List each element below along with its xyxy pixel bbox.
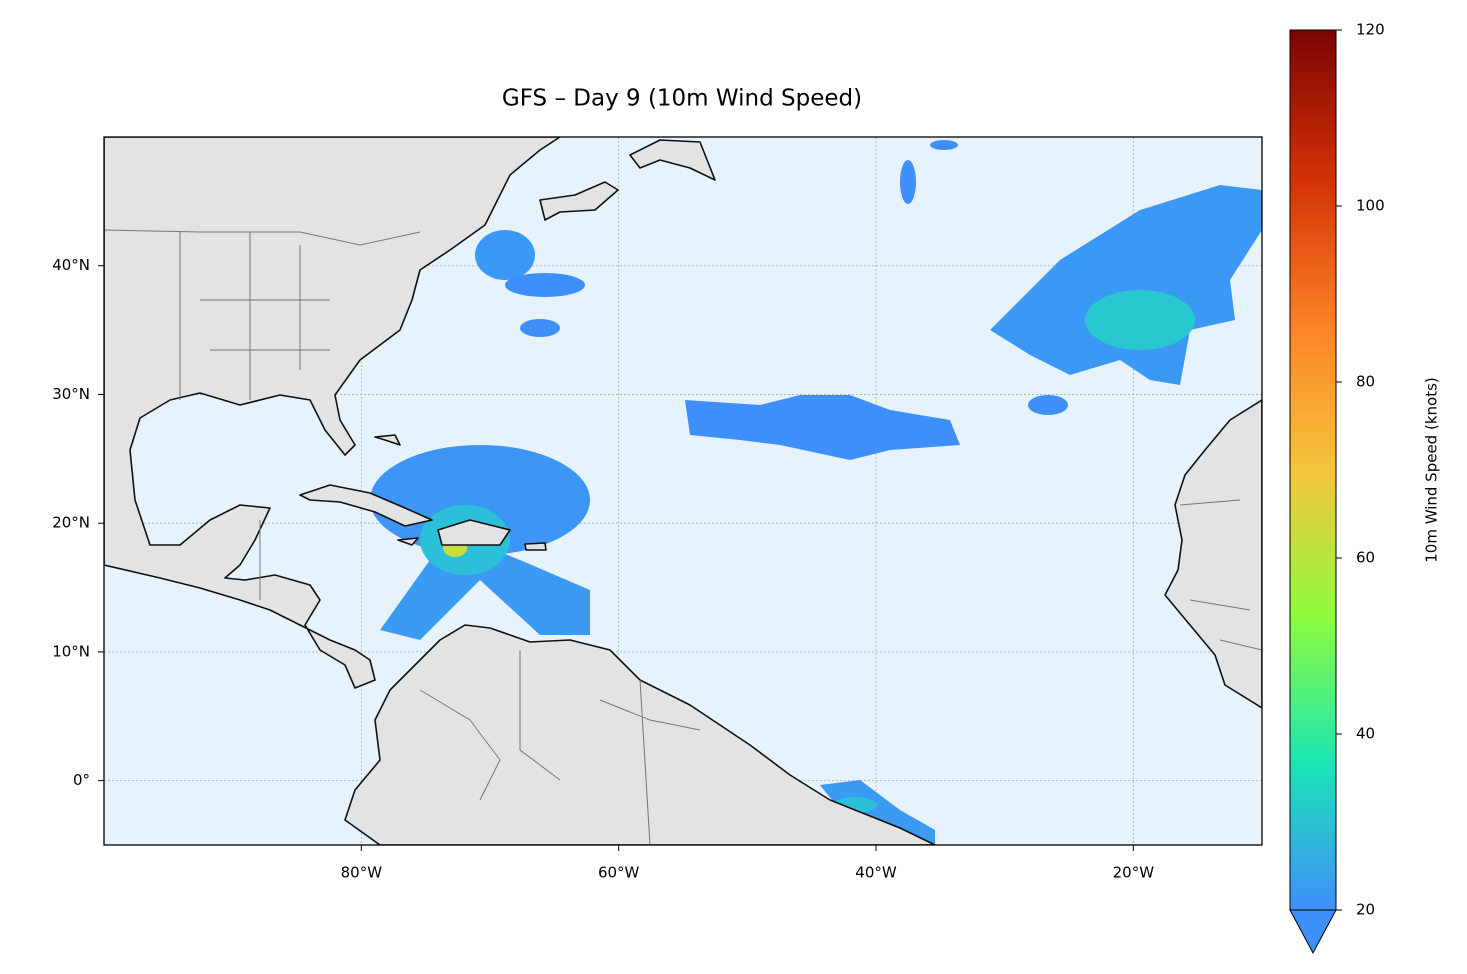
y-tick-label: 30°N xyxy=(52,385,90,403)
borders xyxy=(104,229,1262,845)
colorbar-frame xyxy=(1289,29,1337,911)
puerto-rico xyxy=(524,542,547,551)
land xyxy=(104,137,1262,845)
wind-area xyxy=(685,395,960,460)
y-tick-label: 40°N xyxy=(52,256,90,274)
wind-area xyxy=(520,319,560,337)
colorbar-tick-label: 120 xyxy=(1356,21,1385,39)
bahamas xyxy=(374,434,401,446)
chart-title: GFS – Day 9 (10m Wind Speed) xyxy=(502,86,862,112)
colorbar-tick-label: 20 xyxy=(1356,901,1375,919)
wind-area xyxy=(475,230,535,280)
hispaniola xyxy=(437,519,511,546)
x-tick-label: 40°W xyxy=(855,864,897,882)
wind-area xyxy=(990,185,1262,385)
wind-area xyxy=(820,780,935,845)
y-tick-label: 10°N xyxy=(52,642,90,660)
newfoundland xyxy=(629,139,716,181)
wind-area xyxy=(1028,395,1068,415)
colorbar-label: 10m Wind Speed (knots) xyxy=(1423,377,1441,563)
y-tick-label: 20°N xyxy=(52,514,90,532)
y-tick-label: 0° xyxy=(73,771,90,789)
colorbar-tick-label: 100 xyxy=(1356,197,1385,215)
jamaica xyxy=(397,537,419,546)
colorbar-tick-label: 40 xyxy=(1356,725,1375,743)
africa xyxy=(1164,399,1262,709)
colorbar-extend xyxy=(1289,909,1337,955)
colorbar-tick-label: 60 xyxy=(1356,549,1375,567)
x-tick-label: 80°W xyxy=(341,864,383,882)
wind-area xyxy=(505,273,585,297)
wind-area xyxy=(930,140,958,150)
south-america xyxy=(344,624,936,845)
x-tick-label: 60°W xyxy=(598,864,640,882)
plot-frame xyxy=(103,136,1263,846)
north-america xyxy=(104,137,561,689)
wind-area xyxy=(1085,290,1195,350)
wind-area xyxy=(900,160,916,204)
colorbar-tick-label: 80 xyxy=(1356,373,1375,391)
x-tick-label: 20°W xyxy=(1113,864,1155,882)
axes: 80°W 60°W 40°W 20°W 0° 10°N 20°N 30°N 40°N xyxy=(52,256,1154,881)
wind-area xyxy=(380,540,590,640)
cuba xyxy=(299,484,433,527)
wind-field xyxy=(370,140,1262,845)
colorbar xyxy=(1290,30,1336,910)
nova-scotia xyxy=(539,181,619,221)
